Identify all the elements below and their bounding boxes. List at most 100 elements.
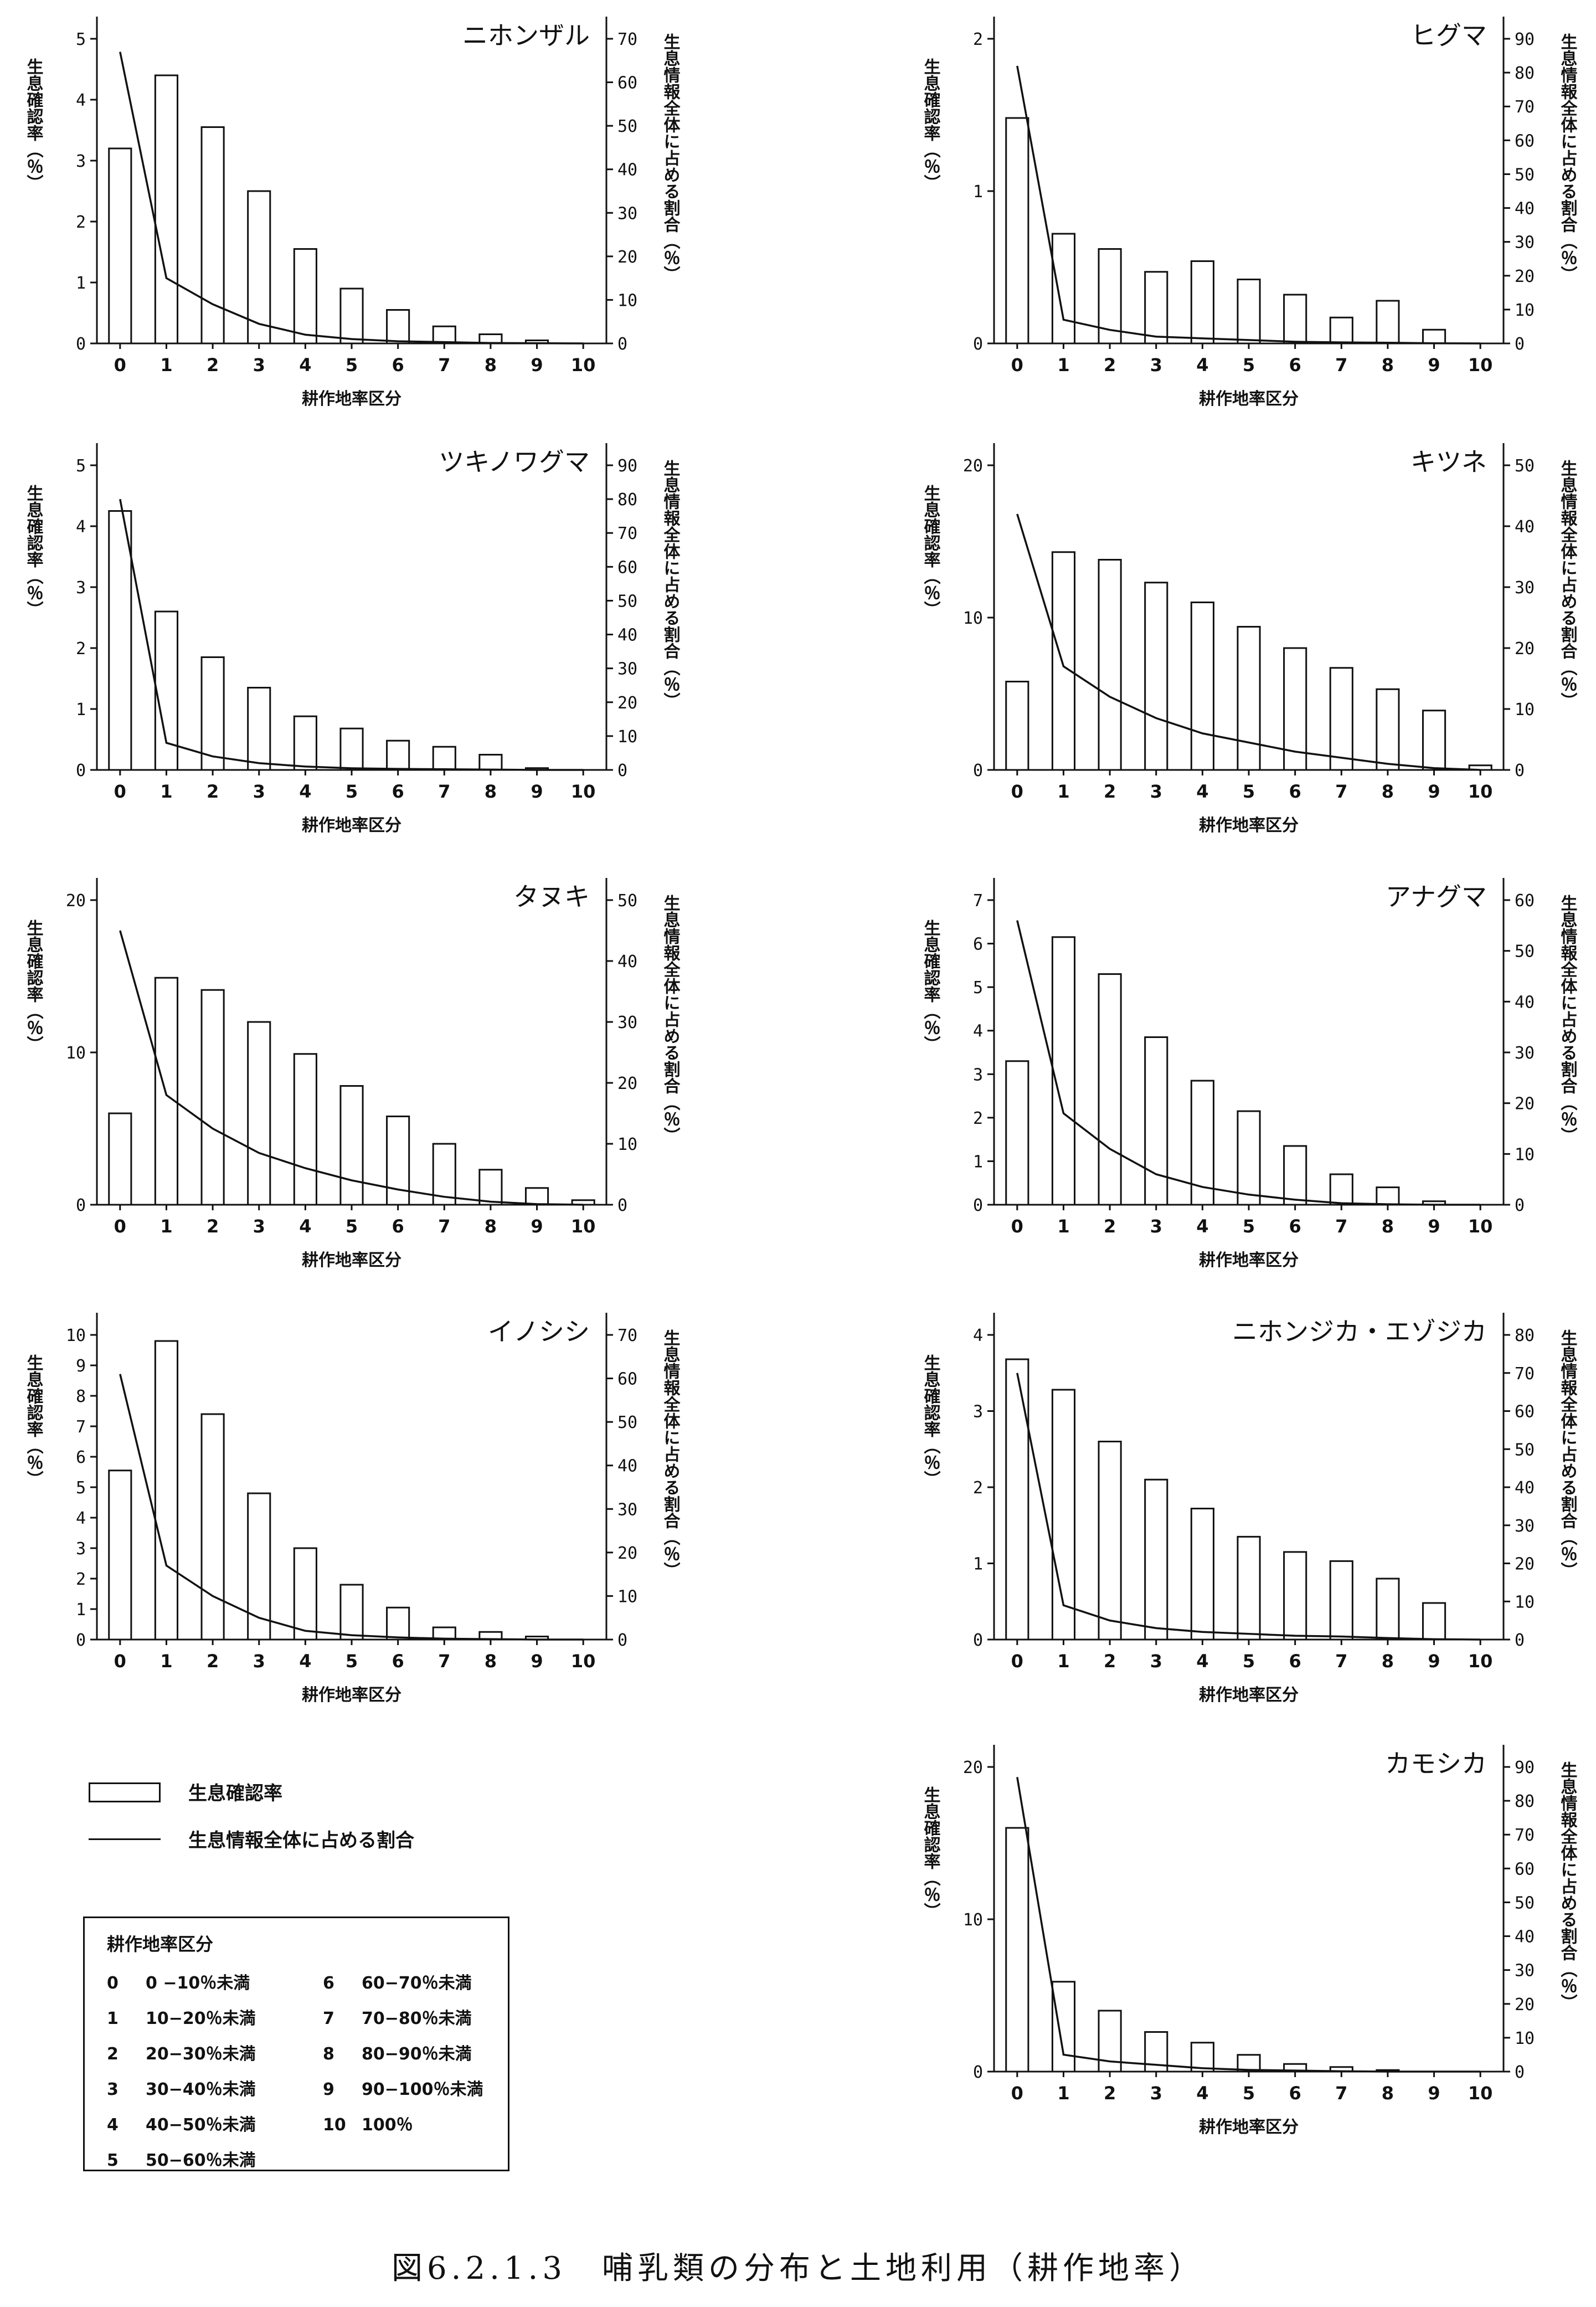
x-tick-label: 6 xyxy=(392,1216,404,1237)
y-axis-label: 生息確認率（％） xyxy=(921,485,941,618)
category-key-code: 0 xyxy=(107,1974,119,1993)
x-tick-label: 5 xyxy=(1243,1216,1255,1237)
y-axis-label: 生息確認率（％） xyxy=(921,919,941,1052)
bar xyxy=(386,309,410,345)
x-tick-label: 4 xyxy=(299,1216,311,1237)
y-axis-label: 生息確認率（％） xyxy=(921,58,941,191)
y-tick-label: 10 xyxy=(963,609,983,628)
y2-tick-label: 40 xyxy=(1515,199,1535,219)
chart-panel: カモシカ 0 10 20 0 10 20 30 40 50 60 70 80 90 0 1 2 3 4 5 6 7 8 9 10… xyxy=(921,1745,1578,2137)
y-tick-label: 3 xyxy=(973,1065,983,1085)
x-tick-label: 8 xyxy=(1382,1651,1394,1672)
x-tick-label: 10 xyxy=(1468,781,1493,802)
x-axis-label: 耕作地率区分 xyxy=(1199,816,1299,835)
y-tick-label: 1 xyxy=(973,1152,983,1172)
y2-tick-label: 20 xyxy=(1515,267,1535,286)
x-tick-label: 6 xyxy=(1289,1651,1301,1672)
y2-tick-label: 40 xyxy=(617,161,637,180)
x-tick-label: 7 xyxy=(438,781,450,802)
y2-tick-label: 10 xyxy=(1515,1592,1535,1612)
x-tick-label: 4 xyxy=(1196,2083,1208,2104)
x-tick-label: 9 xyxy=(1428,781,1440,802)
chart-title: アナグマ xyxy=(1386,882,1487,912)
y-tick-label: 0 xyxy=(973,1196,983,1215)
category-key-item: 10 100％ xyxy=(323,2111,413,2135)
y2-tick-label: 40 xyxy=(1515,1928,1535,1947)
y2-tick-label: 70 xyxy=(1515,1826,1535,1845)
y2-tick-label: 0 xyxy=(617,335,627,354)
x-tick-label: 5 xyxy=(346,1216,358,1237)
y2-tick-label: 30 xyxy=(1515,1044,1535,1063)
category-key-code: 5 xyxy=(107,2151,119,2170)
y2-tick-label: 70 xyxy=(617,30,637,49)
bar xyxy=(154,977,179,1206)
y2-tick-label: 20 xyxy=(617,693,637,713)
x-tick-label: 7 xyxy=(1335,1216,1347,1237)
x-tick-label: 3 xyxy=(1150,2083,1162,2104)
y2-tick-label: 10 xyxy=(617,727,637,747)
x-tick-label: 6 xyxy=(392,781,404,802)
line-series xyxy=(1016,1777,1481,2073)
x-tick-label: 0 xyxy=(114,1216,126,1237)
y-tick-label: 4 xyxy=(76,517,86,537)
category-key-item: 9 90−100％未満 xyxy=(323,2075,483,2100)
bar xyxy=(1144,1036,1168,1206)
category-key-label: 70−80％未満 xyxy=(362,2009,472,2028)
x-tick-label: 1 xyxy=(160,1216,172,1237)
bar xyxy=(339,727,364,771)
bar xyxy=(1237,626,1261,771)
bar xyxy=(200,656,225,771)
y2-axis-label: 生息情報全体に占める割合（％） xyxy=(1558,460,1578,709)
y2-tick-label: 70 xyxy=(1515,1364,1535,1384)
x-tick-label: 7 xyxy=(1335,781,1347,802)
bar xyxy=(1329,316,1353,345)
x-tick-label: 8 xyxy=(485,354,497,376)
chart-panel: キツネ 0 10 20 0 10 20 30 40 50 0 1 2 3 4 5 6 7 8 9 10 耕作地率区分 生息確… xyxy=(921,443,1578,835)
category-key-label: 10−20％未満 xyxy=(146,2009,256,2028)
category-key-label: 40−50％未満 xyxy=(146,2115,256,2135)
y-axis-label: 生息確認率（％） xyxy=(24,919,44,1052)
bar xyxy=(1329,667,1353,771)
x-tick-label: 3 xyxy=(1150,354,1162,376)
y2-tick-label: 50 xyxy=(1515,942,1535,962)
y-tick-label: 20 xyxy=(963,456,983,476)
bar xyxy=(1376,300,1400,345)
x-tick-label: 10 xyxy=(571,1216,596,1237)
x-tick-label: 5 xyxy=(1243,354,1255,376)
bar xyxy=(1283,294,1307,345)
y2-tick-label: 70 xyxy=(617,524,637,543)
x-axis-label: 耕作地率区分 xyxy=(302,816,401,835)
x-tick-label: 4 xyxy=(299,1651,311,1672)
y-tick-label: 5 xyxy=(973,978,983,998)
y2-tick-label: 60 xyxy=(617,74,637,93)
y-axis-label: 生息確認率（％） xyxy=(24,1354,44,1487)
bar xyxy=(293,248,317,345)
y-tick-label: 1 xyxy=(973,1555,983,1574)
x-tick-label: 5 xyxy=(1243,781,1255,802)
bar xyxy=(108,1112,132,1206)
y2-axis-label: 生息情報全体に占める割合（％） xyxy=(661,460,681,709)
y2-tick-label: 30 xyxy=(1515,1517,1535,1536)
bar xyxy=(1422,328,1446,345)
bar xyxy=(386,739,410,771)
category-key-code: 2 xyxy=(107,2044,119,2064)
y2-tick-label: 10 xyxy=(1515,1145,1535,1164)
y-tick-label: 5 xyxy=(76,1478,86,1498)
bar xyxy=(524,1187,549,1206)
bar xyxy=(1005,1358,1029,1641)
x-tick-label: 0 xyxy=(1011,1651,1023,1672)
bar xyxy=(154,610,179,771)
y-tick-label: 0 xyxy=(76,1631,86,1650)
bar xyxy=(386,1606,410,1641)
x-tick-label: 1 xyxy=(160,354,172,376)
x-tick-label: 9 xyxy=(1428,1651,1440,1672)
bar xyxy=(247,687,271,771)
bar xyxy=(1329,1560,1353,1641)
x-tick-label: 3 xyxy=(253,354,265,376)
x-tick-label: 9 xyxy=(531,781,543,802)
bar xyxy=(1237,1535,1261,1641)
y-tick-label: 3 xyxy=(76,578,86,598)
y-tick-label: 1 xyxy=(76,700,86,720)
y2-axis-label: 生息情報全体に占める割合（％） xyxy=(1558,895,1578,1144)
y2-tick-label: 80 xyxy=(1515,1326,1535,1345)
